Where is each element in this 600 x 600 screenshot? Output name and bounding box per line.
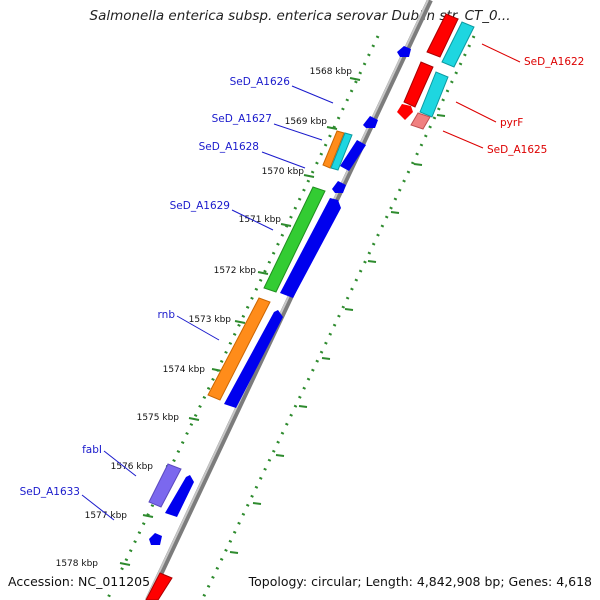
cds-arrow-sed-a1628-b[interactable] bbox=[332, 181, 346, 193]
gene-label-sed-a1622[interactable]: SeD_A1622 bbox=[524, 56, 584, 68]
footer-right-backdrop bbox=[256, 571, 596, 591]
track-cyan-sed-a1627[interactable] bbox=[330, 132, 353, 171]
ruler-label-1577: 1577 kbp bbox=[85, 511, 128, 521]
connector-sed-a1627 bbox=[273, 123, 323, 141]
gene-label-sed-a1629[interactable]: SeD_A1629 bbox=[170, 200, 230, 212]
cds-arrow-sed-a1628[interactable] bbox=[340, 140, 366, 171]
inner-dotted-guide bbox=[201, 35, 476, 599]
cds-cyan-pyrf[interactable] bbox=[419, 71, 449, 118]
gene-label-sed-a1627[interactable]: SeD_A1627 bbox=[212, 113, 272, 125]
ruler-tick bbox=[280, 223, 292, 227]
inner-dash bbox=[229, 551, 239, 554]
outer-dotted-guide bbox=[106, 35, 380, 599]
inner-guide-dashes bbox=[229, 114, 446, 554]
cds-red-bottom[interactable] bbox=[145, 572, 173, 600]
gene-label-sed-a1625[interactable]: SeD_A1625 bbox=[487, 144, 547, 156]
inner-dash bbox=[390, 211, 400, 214]
inner-dash bbox=[413, 163, 423, 166]
cds-arrow-sed-a1633[interactable] bbox=[149, 533, 162, 545]
ruler-tick bbox=[257, 271, 269, 275]
ruler-tick bbox=[234, 320, 246, 324]
accession-text: Accession: NC_011205 bbox=[8, 574, 151, 589]
cds-cyan-sed-a1622[interactable] bbox=[441, 21, 475, 68]
track-orange-sed-a1627[interactable] bbox=[322, 130, 345, 169]
gene-label-sed-a1633[interactable]: SeD_A1633 bbox=[20, 486, 80, 498]
connector-pyrf bbox=[455, 101, 497, 123]
track-purple-fabi[interactable] bbox=[148, 463, 182, 508]
genome-backbone-highlight bbox=[145, 0, 429, 600]
inner-dash bbox=[367, 260, 377, 263]
connector-sed-a1622 bbox=[481, 43, 521, 63]
cds-red-pyrf-arrow[interactable] bbox=[397, 104, 413, 120]
gene-label-fabi[interactable]: fabI bbox=[82, 444, 102, 456]
ruler-tick bbox=[119, 562, 131, 566]
connector-sed-a1628 bbox=[261, 151, 306, 169]
footer-left-backdrop bbox=[4, 571, 144, 591]
connector-sed-a1633 bbox=[81, 494, 115, 521]
cds-red-sed-a1622[interactable] bbox=[426, 13, 459, 58]
genome-backbone bbox=[145, 0, 433, 600]
gene-label-sed-a1626[interactable]: SeD_A1626 bbox=[230, 76, 291, 88]
cds-arrow-sed-a1629[interactable] bbox=[280, 198, 341, 298]
ruler-label-1569: 1569 kbp bbox=[285, 117, 328, 127]
gene-class-tracks bbox=[148, 130, 353, 508]
ruler-label-1572: 1572 kbp bbox=[214, 266, 257, 276]
track-green-sed-a1629[interactable] bbox=[263, 186, 326, 293]
connector-sed-a1625 bbox=[442, 130, 484, 149]
inner-dash bbox=[321, 357, 331, 360]
cds-arrow-sed-a1627[interactable] bbox=[363, 116, 378, 128]
connector-sed-a1626 bbox=[291, 85, 334, 104]
ruler-label-1571: 1571 kbp bbox=[239, 215, 282, 225]
reverse-strand-features bbox=[149, 46, 411, 545]
cds-pink-sed-a1625[interactable] bbox=[410, 112, 431, 130]
ruler-tick bbox=[349, 77, 361, 81]
gene-label-pyrf[interactable]: pyrF bbox=[500, 117, 523, 129]
inner-dash bbox=[252, 502, 262, 505]
gene-label-sed-a1628[interactable]: SeD_A1628 bbox=[199, 141, 259, 153]
ruler-label-1575: 1575 kbp bbox=[137, 413, 180, 423]
map-title: Salmonella enterica subsp. enterica sero… bbox=[89, 8, 511, 24]
inner-dash bbox=[298, 405, 308, 408]
ruler-label-1573: 1573 kbp bbox=[189, 315, 232, 325]
left-label-connectors bbox=[81, 85, 334, 521]
track-orange-rnb[interactable] bbox=[207, 297, 271, 401]
right-label-connectors bbox=[442, 43, 521, 149]
cds-arrow-sed-a1626[interactable] bbox=[397, 46, 411, 57]
ruler-tick bbox=[142, 514, 154, 518]
ruler-label-1568: 1568 kbp bbox=[310, 67, 353, 77]
inner-dash bbox=[275, 454, 285, 457]
ruler-tick bbox=[303, 174, 315, 178]
ruler-label-1570: 1570 kbp bbox=[262, 167, 305, 177]
inner-dash bbox=[344, 308, 354, 311]
cds-red-pyrf[interactable] bbox=[403, 61, 434, 108]
ruler-label-1574: 1574 kbp bbox=[163, 365, 206, 375]
cds-arrow-fabi[interactable] bbox=[165, 475, 194, 517]
cds-arrow-rnb[interactable] bbox=[224, 310, 283, 408]
connector-sed-a1629 bbox=[231, 209, 274, 231]
inner-dash bbox=[436, 114, 446, 117]
gene-label-rnb[interactable]: rnb bbox=[158, 309, 176, 321]
ruler-tick bbox=[326, 126, 338, 130]
forward-strand-features bbox=[145, 13, 475, 600]
connector-rnb bbox=[176, 315, 220, 341]
ruler-label-1576: 1576 kbp bbox=[111, 462, 154, 472]
ruler-tick bbox=[188, 417, 200, 421]
genome-summary-text: Topology: circular; Length: 4,842,908 bp… bbox=[248, 574, 592, 589]
connector-fabi bbox=[103, 450, 137, 477]
ruler-label-1578: 1578 kbp bbox=[56, 559, 99, 569]
